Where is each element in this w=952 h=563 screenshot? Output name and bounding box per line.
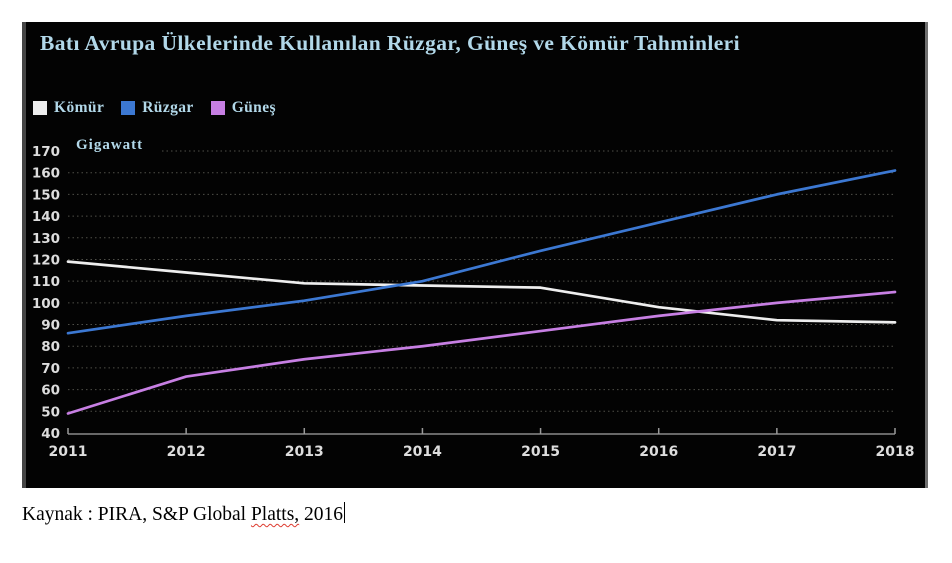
caption-suffix: 2016 <box>299 504 344 525</box>
legend-item-komur: Kömür <box>33 99 104 117</box>
svg-text:90: 90 <box>41 318 60 334</box>
svg-text:70: 70 <box>41 361 60 377</box>
svg-text:2011: 2011 <box>49 444 88 460</box>
svg-text:2013: 2013 <box>285 444 324 460</box>
svg-text:2017: 2017 <box>757 444 796 460</box>
chart-plot-svg: 40 50 60 70 80 90 100 110 120 130 140 150 160 170 2011… <box>32 144 915 460</box>
komur-color-swatch <box>33 101 47 115</box>
svg-text:130: 130 <box>32 231 60 247</box>
chart-legend: Kömür Rüzgar Güneş <box>33 99 276 117</box>
svg-text:2016: 2016 <box>639 444 678 460</box>
svg-text:80: 80 <box>41 339 60 355</box>
svg-text:2012: 2012 <box>167 444 206 460</box>
ruzgar-color-swatch <box>121 101 136 115</box>
chart-right-edge <box>925 22 928 488</box>
svg-text:100: 100 <box>32 296 60 312</box>
y-axis-unit-label: Gigawatt <box>76 137 144 153</box>
svg-text:120: 120 <box>32 252 60 268</box>
chart-image[interactable]: Batı Avrupa Ülkelerinde Kullanılan Rüzga… <box>22 22 928 488</box>
chart-left-edge <box>22 22 26 488</box>
svg-text:2018: 2018 <box>876 444 915 460</box>
caption-misspelled-word: Platts, <box>250 504 300 525</box>
svg-text:2015: 2015 <box>521 444 560 460</box>
caption-text[interactable]: Kaynak : PIRA, S&P Global Platts, 2016 <box>22 502 346 526</box>
chart-title: Batı Avrupa Ülkelerinde Kullanılan Rüzga… <box>40 31 740 55</box>
text-cursor-caret <box>344 502 346 523</box>
legend-label-ruzgar: Rüzgar <box>142 99 194 116</box>
legend-label-komur: Kömür <box>54 99 105 116</box>
svg-text:50: 50 <box>41 404 60 420</box>
svg-text:160: 160 <box>32 166 60 182</box>
svg-text:140: 140 <box>32 209 60 225</box>
svg-text:170: 170 <box>32 144 60 160</box>
legend-item-gunes: Güneş <box>210 99 276 117</box>
svg-text:2014: 2014 <box>403 444 442 460</box>
caption-prefix: Kaynak : PIRA, S&P Global <box>22 504 251 525</box>
svg-text:110: 110 <box>32 274 60 290</box>
svg-text:40: 40 <box>41 426 60 442</box>
legend-item-ruzgar: Rüzgar <box>121 99 193 117</box>
legend-label-gunes: Güneş <box>231 99 276 116</box>
svg-text:150: 150 <box>32 187 60 203</box>
svg-text:60: 60 <box>41 383 60 399</box>
gunes-color-swatch <box>210 101 225 115</box>
